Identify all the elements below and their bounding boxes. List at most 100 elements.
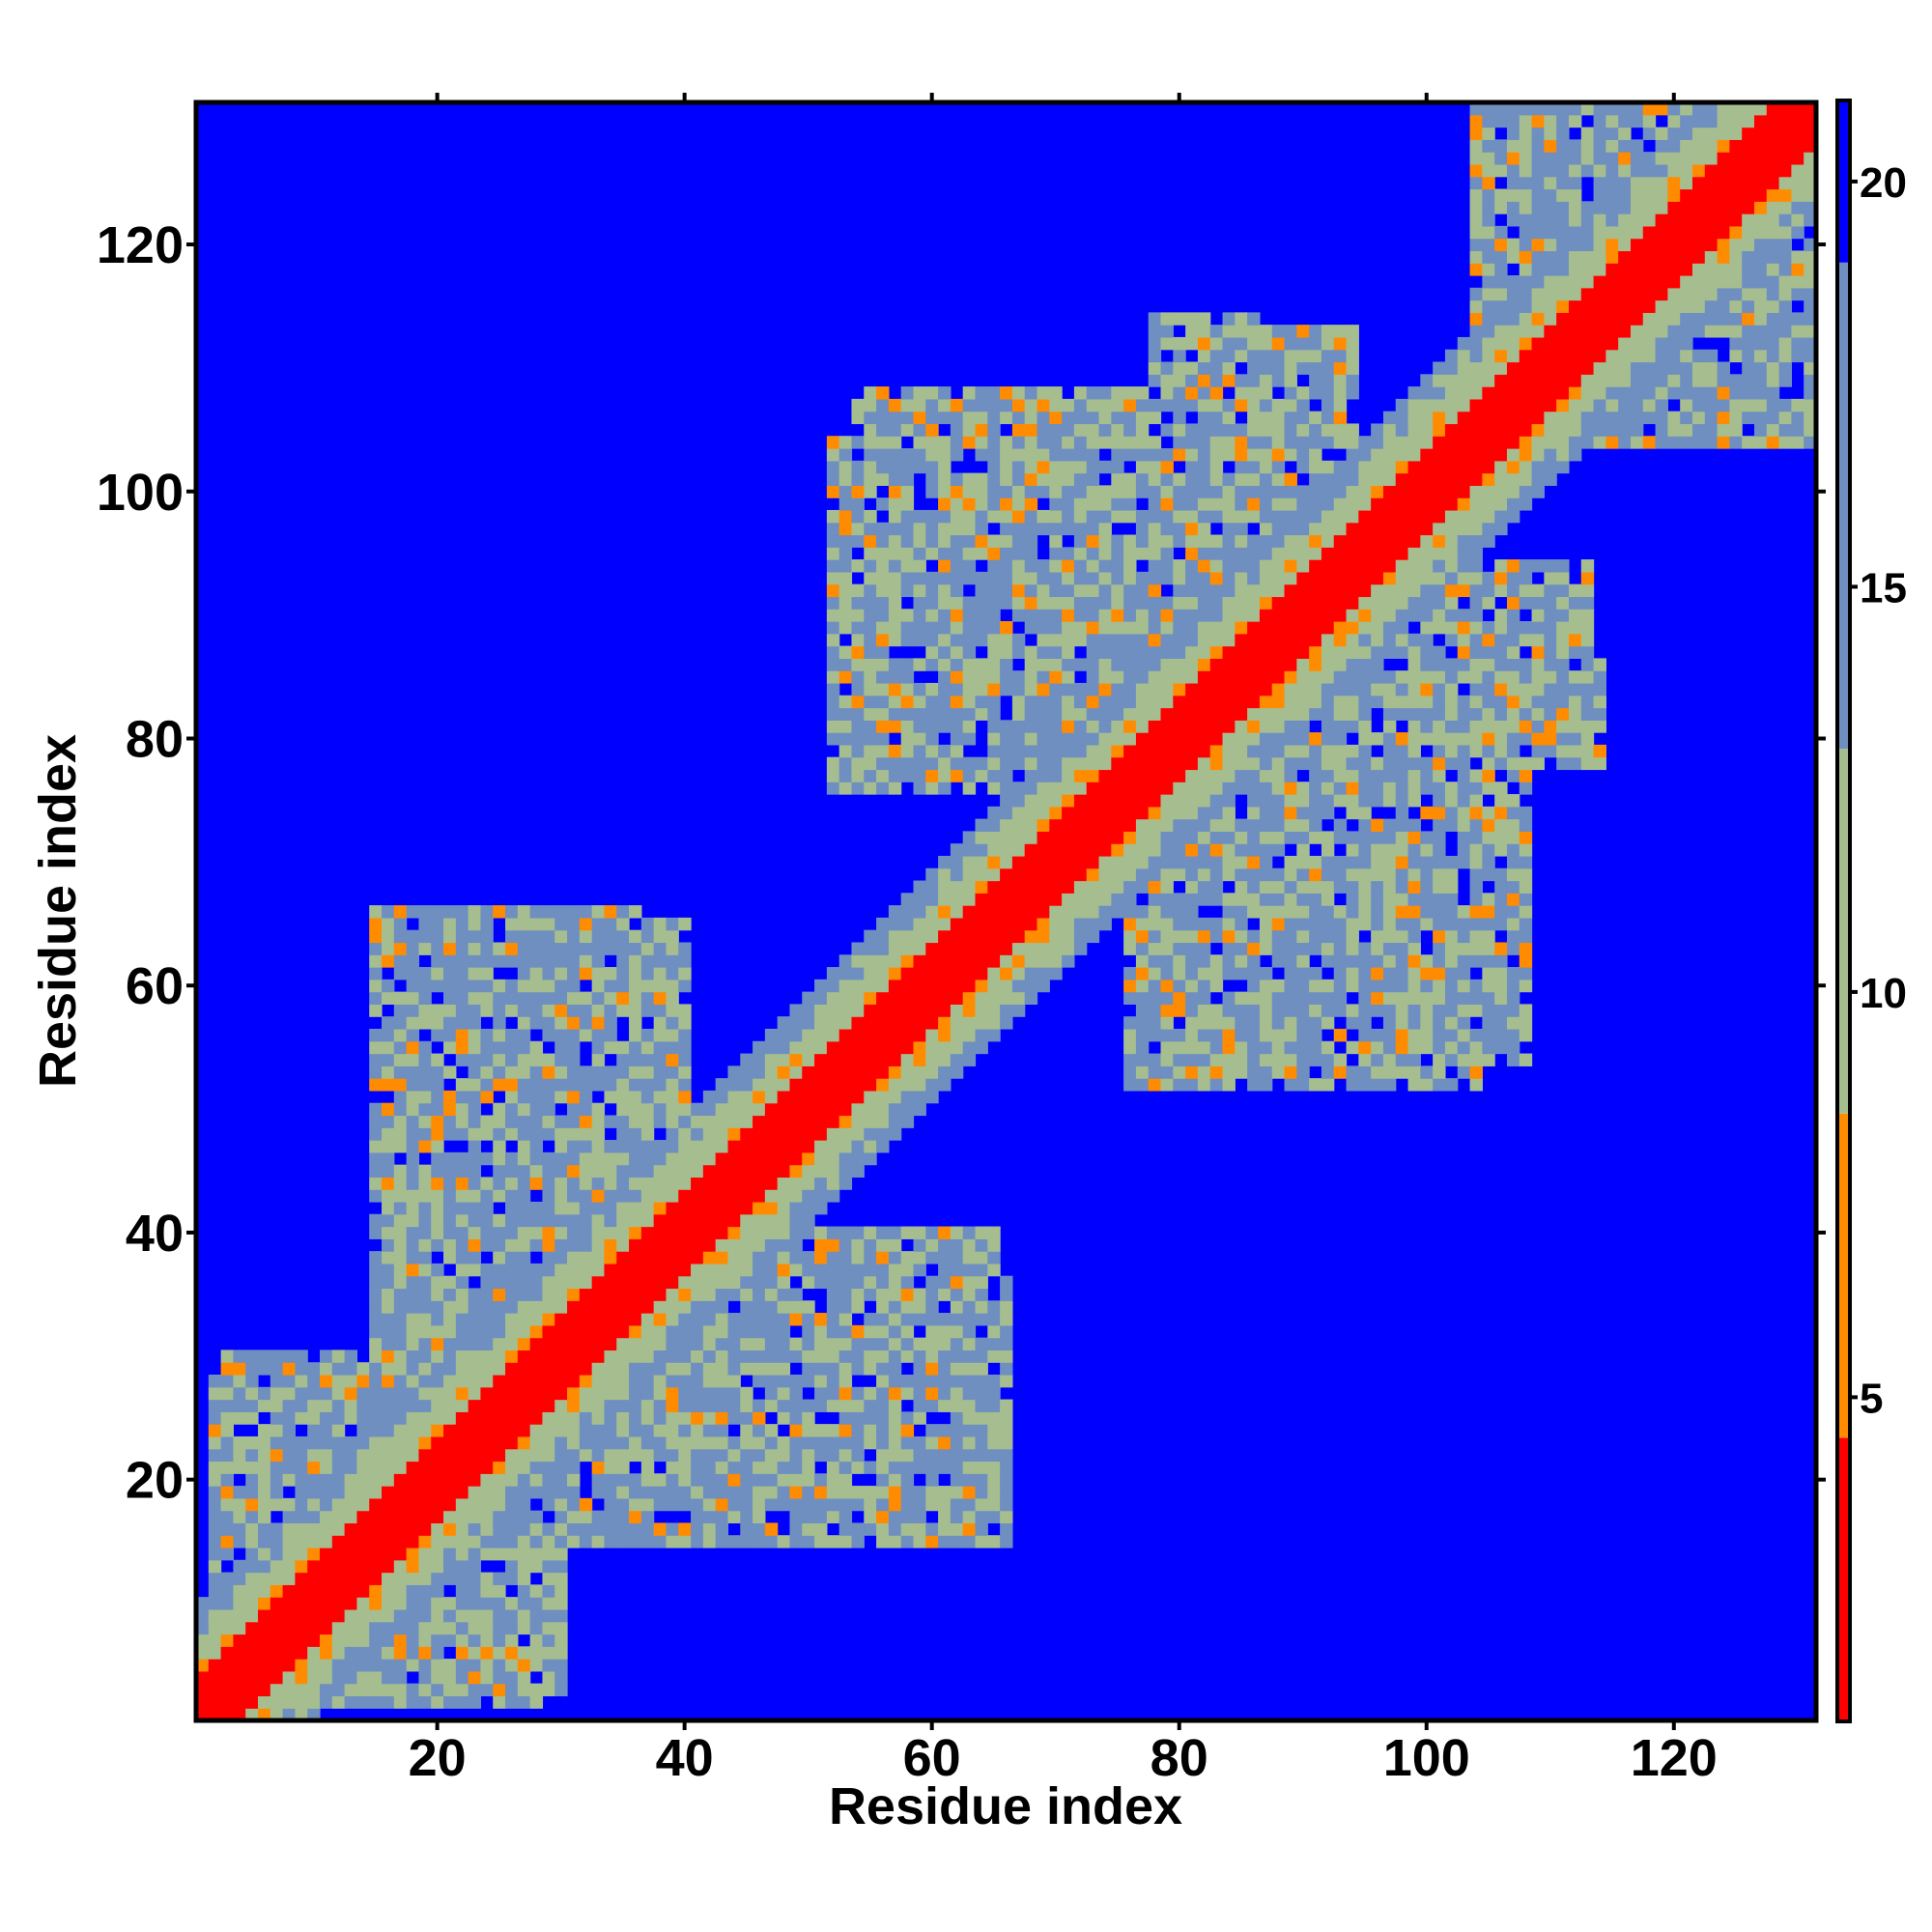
heatmap-cell	[382, 1695, 395, 1709]
heatmap-cell	[876, 621, 890, 635]
heatmap-cell	[406, 1695, 420, 1709]
heatmap-cell	[1160, 472, 1174, 486]
heatmap-cell	[393, 1572, 408, 1585]
heatmap-cell	[1049, 695, 1063, 709]
heatmap-cell	[864, 1350, 877, 1363]
heatmap-cell	[888, 720, 902, 733]
heatmap-cell	[307, 1584, 321, 1598]
heatmap-cell	[1062, 571, 1075, 585]
heatmap-cell	[740, 1102, 753, 1117]
heatmap-cell	[851, 1411, 865, 1425]
heatmap-cell	[480, 1535, 494, 1548]
heatmap-cell	[1209, 954, 1224, 968]
heatmap-cell	[1049, 547, 1063, 560]
heatmap-cell	[369, 1608, 383, 1623]
heatmap-cell	[1000, 1486, 1013, 1499]
heatmap-cell	[1073, 621, 1088, 635]
heatmap-cell	[938, 917, 952, 931]
heatmap-cell	[640, 1040, 655, 1055]
heatmap-cell	[455, 1572, 469, 1585]
heatmap-cell	[196, 1608, 210, 1623]
heatmap-cell	[777, 1028, 791, 1042]
heatmap-cell	[1024, 448, 1038, 462]
heatmap-cell	[1135, 707, 1150, 721]
heatmap-cell	[888, 1040, 902, 1055]
heatmap-cell	[1321, 867, 1335, 882]
heatmap-cell	[418, 1238, 432, 1252]
heatmap-cell	[295, 1435, 308, 1450]
heatmap-cell	[382, 1028, 395, 1042]
heatmap-cell	[975, 571, 988, 585]
heatmap-cell	[975, 547, 988, 560]
heatmap-cell	[802, 1115, 815, 1128]
heatmap-cell	[418, 1683, 432, 1697]
heatmap-cell	[493, 1177, 506, 1190]
heatmap-cell	[1098, 818, 1112, 832]
heatmap-cell	[777, 1324, 791, 1339]
heatmap-cell	[1259, 472, 1273, 486]
heatmap-cell	[320, 1535, 333, 1548]
heatmap-cell	[1259, 1004, 1273, 1017]
heatmap-cell	[950, 880, 964, 894]
heatmap-cell	[480, 967, 494, 980]
heatmap-cell	[826, 621, 840, 635]
heatmap-cell	[1271, 645, 1286, 659]
heatmap-cell	[1073, 485, 1088, 498]
heatmap-cell	[468, 1226, 482, 1239]
heatmap-cell	[382, 1177, 395, 1190]
heatmap-cell	[702, 1424, 717, 1437]
heatmap-cell	[270, 1374, 284, 1388]
heatmap-cell	[1358, 621, 1372, 635]
heatmap-cell	[1309, 929, 1322, 944]
heatmap-cell	[1321, 979, 1335, 993]
heatmap-cell	[258, 1535, 271, 1548]
heatmap-cell	[938, 522, 952, 536]
heatmap-cell	[666, 1189, 679, 1203]
heatmap-cell	[344, 1608, 358, 1623]
heatmap-cell	[629, 1411, 642, 1425]
heatmap-cell	[1173, 707, 1186, 721]
heatmap-cell	[727, 1535, 741, 1548]
heatmap-cell	[468, 1251, 482, 1264]
heatmap-cell	[1135, 843, 1150, 857]
heatmap-cell	[579, 954, 593, 968]
heatmap-cell	[455, 1634, 469, 1647]
heatmap-cell	[1062, 954, 1075, 968]
heatmap-cell	[1197, 818, 1211, 832]
heatmap-cell	[1049, 720, 1063, 733]
heatmap-cell	[987, 1016, 1001, 1030]
heatmap-cell	[876, 423, 890, 437]
heatmap-cell	[406, 1374, 420, 1388]
heatmap-cell	[1148, 682, 1162, 696]
heatmap-cell	[1321, 806, 1335, 820]
heatmap-cell	[1222, 917, 1236, 931]
heatmap-cell	[702, 1535, 717, 1548]
heatmap-cell	[1346, 571, 1359, 585]
heatmap-cell	[616, 905, 630, 919]
heatmap-cell	[826, 472, 840, 486]
heatmap-cell	[838, 522, 853, 536]
heatmap-cell	[1284, 1016, 1297, 1030]
heatmap-cell	[1037, 929, 1050, 944]
heatmap-cell	[913, 769, 926, 782]
heatmap-cell	[1346, 423, 1359, 437]
heatmap-cell	[987, 744, 1001, 758]
heatmap-cell	[369, 1065, 383, 1079]
heatmap-cell	[987, 386, 1001, 400]
heatmap-cell	[220, 1708, 234, 1721]
heatmap-cell	[1247, 695, 1261, 709]
heatmap-cell	[1011, 436, 1026, 449]
heatmap-cell	[1148, 905, 1162, 919]
heatmap-cell	[691, 1177, 704, 1190]
heatmap-cell	[616, 1127, 630, 1141]
heatmap-cell	[950, 732, 964, 746]
heatmap-cell	[938, 1497, 952, 1512]
heatmap-cell	[1309, 522, 1322, 536]
heatmap-cell	[851, 559, 865, 573]
heatmap-cell	[640, 1337, 655, 1351]
heatmap-cell	[1259, 682, 1273, 696]
heatmap-cell	[814, 1386, 828, 1401]
heatmap-cell	[1086, 880, 1100, 894]
heatmap-cell	[1086, 436, 1100, 449]
heatmap-cell	[888, 1238, 902, 1252]
